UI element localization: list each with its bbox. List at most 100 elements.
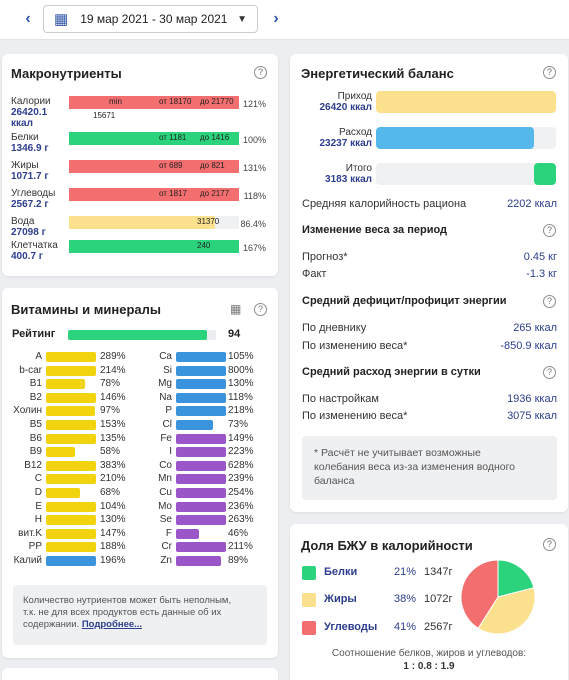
nutrient-bar [176,433,226,444]
by-diary-value: 265 ккал [513,322,557,334]
rating-value: 94 [228,328,241,340]
nutrient-name: E [35,500,42,512]
nutrient-row: Mo 236% [140,501,270,513]
prev-period-button[interactable]: ‹ [25,10,31,27]
nutrient-percent: 146% [100,391,126,403]
nutrient-bar [46,501,96,512]
by-weight2-value: 3075 ккал [507,410,557,422]
energy-label: Итого 3183 ккал [300,163,372,185]
macro-value: 1346.9 г [11,143,49,154]
help-icon[interactable]: ? [254,303,267,316]
help-icon[interactable]: ? [543,538,556,551]
note-line: содержании. [23,619,80,630]
nutrient-percent: 118% [228,391,253,403]
energy-label: Расход 23237 ккал [300,127,372,149]
macro-row: Белки 1346.9 г от 1181 до 1416 100% [11,132,266,162]
nutrient-bar [176,474,226,485]
help-icon[interactable]: ? [543,295,556,308]
nutrient-percent: 73% [228,419,249,430]
bzu-grams: 2567г [424,621,453,633]
nutrient-bar [46,460,96,471]
next-card [2,668,278,680]
nutrient-row: B6 135% [10,433,140,445]
note-line: т.к. не для всех продуктов есть данные о… [23,607,222,618]
nutrient-percent: 289% [100,351,126,362]
forecast-label: Прогноз* [302,251,348,263]
expense-title: Средний расход энергии в сутки [302,366,481,378]
avg-calories-label: Средняя калорийность рациона [302,198,467,210]
range-to-label: до 2177 [200,189,230,198]
energy-bar-fill [376,91,556,113]
macro-bar: от 1817 до 2177 [69,188,239,201]
nutrient-bar [46,515,96,526]
help-icon[interactable]: ? [543,366,556,379]
pie-slice [497,559,535,598]
next-period-button[interactable]: › [273,10,279,27]
nutrient-bar [46,528,96,539]
nutrient-row: B2 146% [10,392,140,404]
nutrient-row: Mn 239% [140,473,270,485]
macro-name: Калории [11,96,51,107]
help-icon[interactable]: ? [543,224,556,237]
energy-bar-fill [534,163,556,185]
ratio-value: 1 : 0.8 : 1.9 [403,661,455,672]
range-from-label: от 1181 [159,133,187,142]
nutrient-row: Cl 73% [140,419,270,431]
energy-bar-fill [376,127,535,149]
bzu-name: Углеводы [324,621,378,633]
bzu-name: Белки [324,566,358,578]
nutrient-name: A [35,351,42,362]
macro-value: 27098 г [11,227,46,238]
deficit-title: Средний дефицит/профицит энергии [302,295,507,307]
nutrient-bar [176,515,226,526]
macro-bar-fill [69,132,239,145]
nutrient-percent: 263% [228,514,254,526]
nutrient-bar [176,542,226,553]
nutrient-name: B1 [29,378,42,390]
nutrient-name: Ca [159,351,172,362]
macro-name: Вода [11,216,35,227]
nutrient-row: Se 263% [140,514,270,526]
bzu-percent: 41% [394,621,417,633]
extra-label: 15671 [93,111,116,120]
by-diary-label: По дневнику [302,322,367,334]
bzu-color-swatch [302,621,316,635]
macro-name: Белки [11,132,39,143]
nutrient-row: Fe 149% [140,433,270,445]
vitamins-card: Витамины и минералы ▦ ? Рейтинг 94 Колич… [2,288,278,658]
macro-name: Жиры [11,160,39,171]
nutrient-row: F 46% [140,528,270,540]
macro-bar: min от 18170 до 21770 [69,96,239,109]
nutrient-row: вит.K 147% [10,528,140,540]
bzu-pie-chart [460,559,536,635]
energy-value: 26420 ккал [319,102,372,113]
table-view-icon[interactable]: ▦ [230,302,242,316]
nutrient-name: H [34,514,42,526]
date-range-picker[interactable]: ▦ 19 мар 2021 - 30 мар 2021 ▼ [43,5,258,33]
nutrient-name: Co [159,459,172,471]
help-icon[interactable]: ? [543,66,556,79]
nutrient-bar [46,352,96,362]
range-from-label: от 689 [159,161,183,170]
fact-row: Факт -1.3 кг [302,268,557,282]
nutrient-bar [46,542,96,553]
by-settings-value: 1936 ккал [507,393,557,405]
energy-bar [376,91,556,113]
nutrient-percent: 214% [100,364,126,376]
macro-label: Вода 27098 г [11,216,71,238]
nutrient-row: D 68% [10,487,140,499]
nutrient-name: Mg [158,378,172,390]
macro-percent: 100% [242,135,266,145]
energy-name: Итого [345,163,372,174]
nutrient-bar [46,556,96,566]
rating-bar [68,330,216,340]
note-line: баланса [314,475,355,487]
nutrient-row: B9 58% [10,446,140,458]
bzu-percent: 21% [394,566,417,578]
help-icon[interactable]: ? [254,66,267,79]
nutrient-name: вит.K [18,527,42,539]
nutrient-percent: 153% [100,419,126,430]
more-link[interactable]: Подробнее... [81,619,143,630]
nutrient-percent: 68% [100,487,121,498]
macro-label: Калории 26420.1 ккал [11,96,71,129]
